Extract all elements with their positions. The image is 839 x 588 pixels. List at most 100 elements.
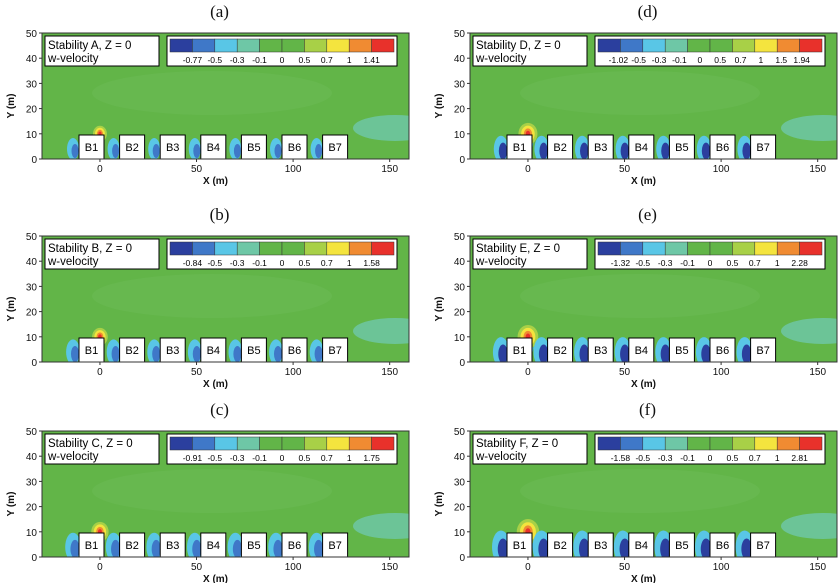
- colorbar-tick-label: -0.91: [183, 453, 203, 463]
- colorbar-tick-label: -0.1: [252, 258, 267, 268]
- building-b2: [119, 337, 146, 363]
- wake-core-b3: [579, 344, 589, 362]
- colorbar-tick-label: 0.7: [321, 453, 333, 463]
- colorbar-tick-label: -0.1: [252, 453, 267, 463]
- colorbar-tick-label: 1: [775, 258, 780, 268]
- wake-core-b4: [193, 144, 201, 158]
- colorbar-tick-label: -0.1: [252, 55, 267, 65]
- building-label: B5: [675, 142, 688, 154]
- x-tick-label: 100: [285, 562, 302, 573]
- colorbar-swatch: [754, 241, 778, 256]
- colorbar-swatch: [304, 436, 328, 451]
- wake-core-b7: [741, 344, 752, 362]
- colorbar-swatch: [664, 436, 688, 451]
- colorbar-tick-label: -0.1: [680, 453, 695, 463]
- y-tick-label: 20: [26, 105, 38, 116]
- panel-letter: (c): [210, 400, 229, 419]
- x-tick-label: 50: [191, 164, 203, 175]
- y-tick-label: 10: [26, 528, 38, 539]
- building-label: B5: [247, 540, 260, 552]
- colorbar-swatch: [709, 38, 733, 53]
- colorbar-tick-label: 1: [347, 258, 352, 268]
- colorbar-tick-label: 1.5: [775, 55, 787, 65]
- building-label: B6: [716, 142, 729, 154]
- colorbar-swatch: [664, 38, 688, 53]
- background-shading: [520, 71, 760, 115]
- wake-core-b4: [620, 142, 629, 159]
- x-tick-label: 150: [809, 164, 826, 175]
- contour-features: [65, 469, 409, 557]
- plot-frame: [41, 32, 410, 160]
- building-label: B7: [328, 142, 341, 154]
- x-tick-label: 0: [97, 367, 103, 378]
- wake-core-b2: [111, 539, 121, 557]
- colorbar-tick-label: -0.5: [635, 258, 650, 268]
- y-tick-label: 50: [26, 232, 38, 243]
- building-b4: [628, 532, 655, 558]
- building-label: B7: [756, 540, 769, 552]
- panel-letter: (a): [210, 2, 229, 21]
- building-label: B3: [166, 540, 179, 552]
- building-b3: [159, 532, 186, 558]
- building-label: B6: [288, 540, 301, 552]
- panel-letter: (f): [639, 400, 656, 419]
- colorbar-tick-label: -0.5: [635, 453, 650, 463]
- x-tick-label: 50: [619, 367, 631, 378]
- building-b2: [547, 337, 574, 363]
- y-axis-label: Y (m): [434, 297, 445, 322]
- y-tick-label: 0: [31, 155, 37, 166]
- x-tick-label: 50: [619, 562, 631, 573]
- plot-frame: [469, 235, 838, 363]
- colorbar-tick-label: -0.3: [230, 258, 245, 268]
- colorbar-swatch: [597, 38, 621, 53]
- colorbar-swatch: [732, 241, 756, 256]
- colorbar-tick-label: -1.58: [611, 453, 631, 463]
- colorbar-swatch: [259, 436, 283, 451]
- y-tick-label: 30: [26, 477, 38, 488]
- colorbar-tick-label: 0.5: [298, 55, 310, 65]
- building-label: B6: [716, 345, 729, 357]
- wake-core-b5: [661, 142, 670, 159]
- x-tick-label: 50: [191, 562, 203, 573]
- x-axis-label: X (m): [631, 574, 656, 583]
- wake-core-b4: [619, 538, 631, 557]
- colorbar-tick-label: 0.7: [321, 55, 333, 65]
- building-b5: [240, 532, 267, 558]
- building-b6: [281, 337, 308, 363]
- colorbar-swatch: [687, 436, 711, 451]
- y-tick-label: 40: [454, 257, 466, 268]
- wake-core-b6: [273, 345, 283, 362]
- building-label: B3: [594, 142, 607, 154]
- plot-frame: [41, 430, 410, 558]
- downstream-plume: [781, 318, 837, 344]
- y-tick-label: 0: [31, 358, 37, 369]
- colorbar-tick-label: -0.5: [631, 55, 646, 65]
- wake-core-b7: [742, 142, 751, 159]
- wake-core-b2: [538, 344, 549, 362]
- colorbar-tick-label: -0.84: [183, 258, 203, 268]
- colorbar-tick-label: -0.3: [658, 453, 673, 463]
- variable-label: w-velocity: [475, 451, 527, 463]
- panel-letter: (e): [638, 205, 657, 224]
- colorbar-swatch: [799, 241, 823, 256]
- colorbar-swatch: [371, 38, 395, 53]
- wake-core-b6: [700, 538, 712, 557]
- downstream-plume: [353, 115, 409, 141]
- y-tick-label: 0: [31, 553, 37, 564]
- y-tick-label: 40: [26, 257, 38, 268]
- plot-frame: [469, 32, 838, 160]
- colorbar-tick-label: 2.28: [791, 258, 808, 268]
- wake-core-b1: [70, 539, 80, 557]
- y-axis-label: Y (m): [434, 94, 445, 119]
- background-shading: [92, 274, 332, 318]
- y-tick-label: 20: [26, 308, 38, 319]
- background-shading: [520, 274, 760, 318]
- building-label: B7: [756, 345, 769, 357]
- colorbar-swatch: [799, 436, 823, 451]
- downstream-plume: [353, 513, 409, 539]
- colorbar-tick-label: -0.5: [207, 55, 222, 65]
- wake-core-b5: [660, 344, 671, 362]
- colorbar-swatch: [371, 436, 395, 451]
- colorbar-tick-label: -0.3: [230, 55, 245, 65]
